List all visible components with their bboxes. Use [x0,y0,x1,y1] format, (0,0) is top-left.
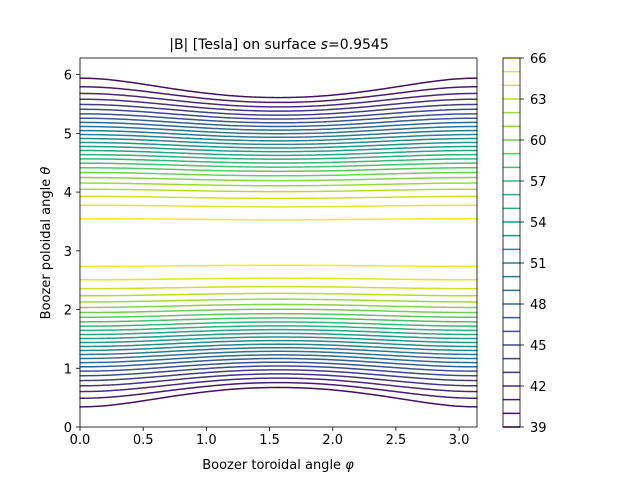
contour-line [79,153,478,332]
x-tick-label: 0.0 [70,433,91,448]
contour-line [79,129,478,356]
x-tick-label: 2.0 [322,433,343,448]
x-tick-label: 1.5 [259,433,280,448]
contour-line [79,103,478,382]
y-tick-label: 0 [64,421,72,436]
contour-line [79,121,478,364]
contour-line [79,77,478,408]
chart-title: |B| [Tesla] on surface s=0.9545 [169,37,389,53]
y-tick-label: 5 [64,127,72,142]
contour-line [79,176,478,309]
colorbar-tick-label: 54 [530,216,547,231]
y-axis-label: Boozer poloidal angle θ [39,167,54,320]
y-tick-label: 3 [64,245,72,260]
contour-line [79,117,478,368]
contour-line [79,204,478,281]
contour-line [79,182,478,303]
colorbar-tick-label: 42 [530,380,547,395]
y-axis: 0 1 2 3 4 5 6 [64,69,80,436]
x-tick-label: 0.5 [133,433,154,448]
colorbar-tick-label: 66 [530,52,547,67]
plot-frame [79,57,478,428]
contour-line [79,195,478,290]
contour-line [79,137,478,348]
contour-line [79,108,478,377]
y-tick-label: 6 [64,69,72,84]
colorbar-frame [502,57,521,428]
contour-line [79,92,478,393]
y-tick-label: 4 [64,186,72,201]
colorbar: 39 42 45 48 51 54 57 60 63 66 [502,52,547,436]
contour-line [79,162,478,323]
contour-line [79,145,478,340]
colorbar-tick-label: 39 [530,421,547,436]
colorbar-tick-label: 60 [530,134,547,149]
colorbar-tick-label: 63 [530,93,547,108]
x-tick-label: 2.5 [386,433,407,448]
x-tick-label: 3.0 [449,433,470,448]
contour-lines [79,77,478,408]
colorbar-tick-label: 48 [530,298,547,313]
colorbar-tick-label: 51 [530,257,547,272]
contour-line [79,85,478,400]
colorbar-tick-label: 45 [530,339,547,354]
contour-line [79,149,478,336]
contour-line [79,171,478,314]
contour-line [79,113,478,372]
contour-line [79,98,478,387]
contour-line [79,217,478,268]
x-axis: 0.0 0.5 1.0 1.5 2.0 2.5 3.0 [70,427,470,448]
colorbar-tick-label: 57 [530,175,547,190]
contour-line [79,125,478,360]
y-tick-label: 1 [64,362,72,377]
contour-line [79,166,478,319]
x-tick-label: 1.0 [196,433,217,448]
y-tick-label: 2 [64,304,72,319]
contour-line [79,188,478,297]
x-axis-label: Boozer toroidal angle φ [202,458,354,473]
contour-line [79,133,478,352]
contour-line [79,141,478,344]
contour-line [79,158,478,327]
